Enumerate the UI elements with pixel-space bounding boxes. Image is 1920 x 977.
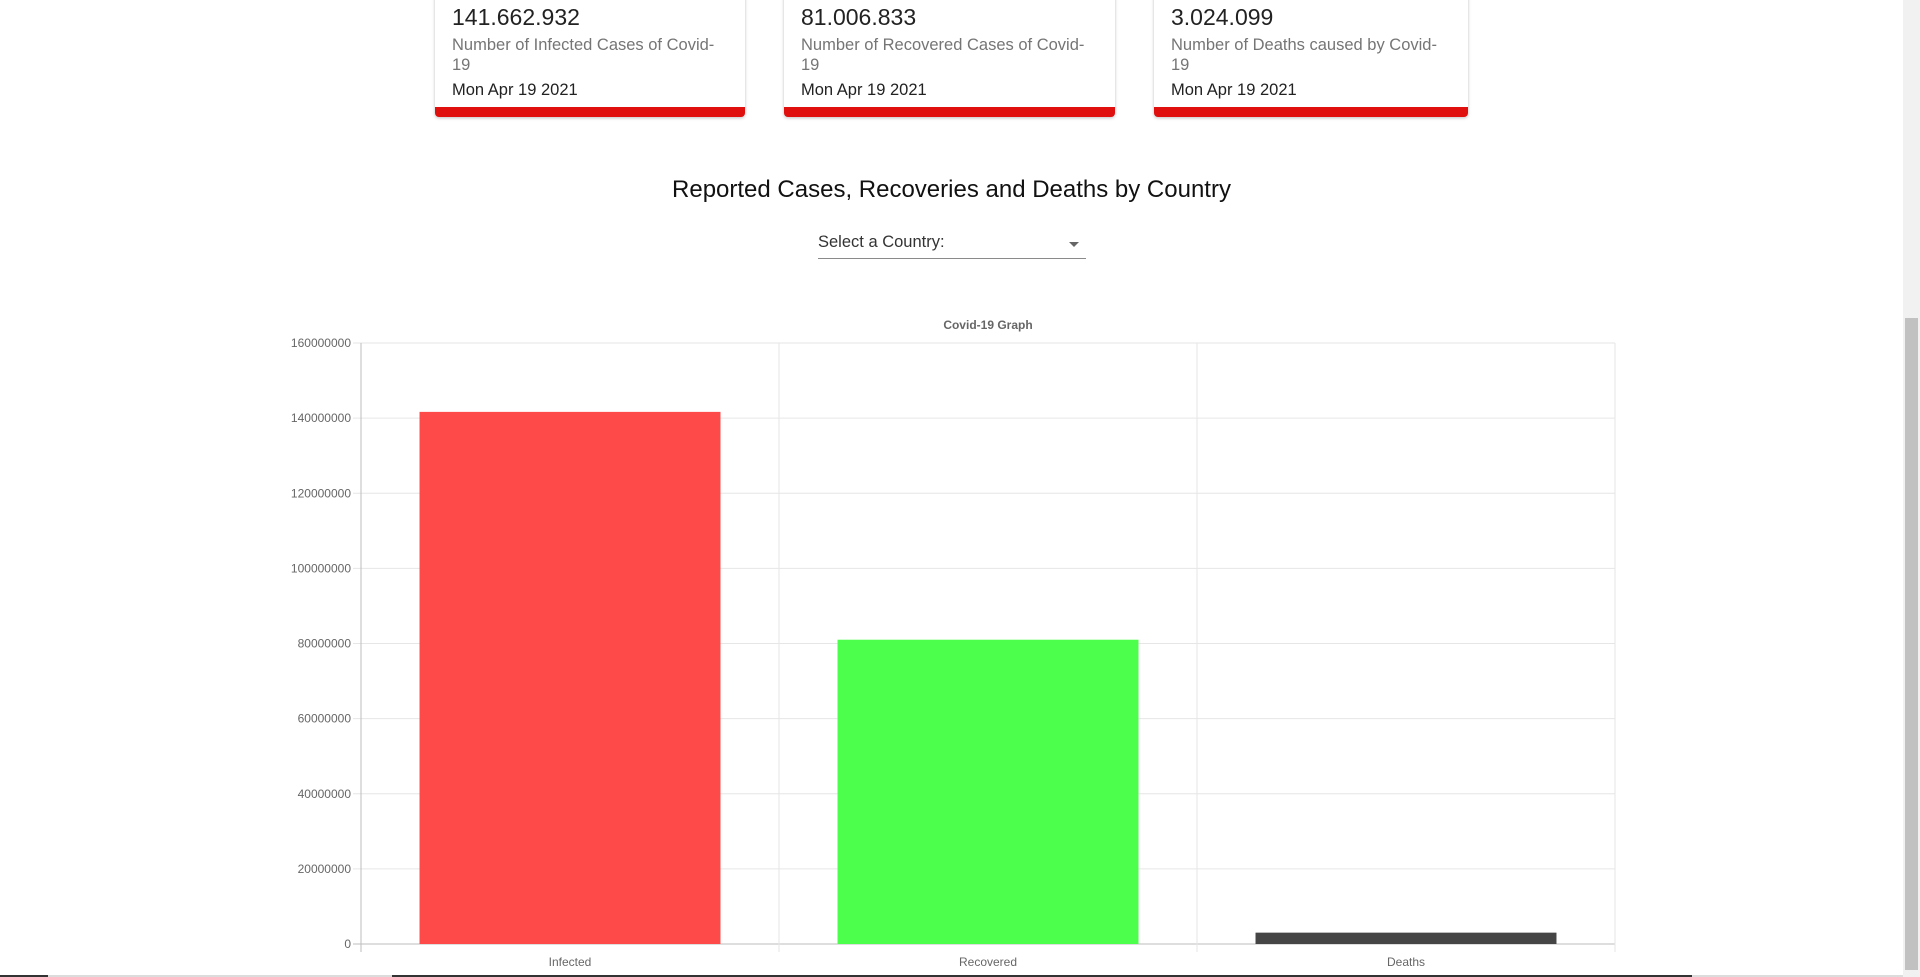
vertical-scrollbar[interactable]	[1903, 0, 1920, 977]
section-title: Reported Cases, Recoveries and Deaths by…	[672, 176, 1231, 203]
bar-deaths	[1255, 932, 1557, 944]
y-tick-label: 140000000	[291, 411, 351, 425]
recovered-description: Number of Recovered Cases of Covid-19	[801, 36, 1085, 74]
recovered-date: Mon Apr 19 2021	[801, 81, 927, 99]
x-tick-label: Infected	[549, 955, 592, 969]
infected-card: 141.662.932 Number of Infected Cases of …	[435, 0, 745, 117]
infected-date: Mon Apr 19 2021	[452, 81, 578, 99]
x-tick-label: Deaths	[1387, 955, 1425, 969]
x-tick-label: Recovered	[959, 955, 1017, 969]
chart-title: Covid-19 Graph	[943, 318, 1032, 332]
infected-description: Number of Infected Cases of Covid-19	[452, 36, 715, 74]
country-select-label: Select a Country:	[818, 233, 945, 251]
y-tick-label: 20000000	[298, 862, 352, 876]
y-tick-label: 160000000	[291, 336, 351, 350]
y-tick-label: 80000000	[298, 637, 352, 651]
chevron-down-icon[interactable]	[1069, 242, 1079, 247]
y-tick-label: 0	[344, 937, 351, 951]
y-tick-label: 100000000	[291, 561, 351, 575]
deaths-count: 3.024.099	[1171, 4, 1274, 30]
deaths-card: 3.024.099 Number of Deaths caused by Cov…	[1154, 0, 1468, 117]
y-tick-label: 120000000	[291, 486, 351, 500]
y-tick-label: 60000000	[298, 712, 352, 726]
deaths-date: Mon Apr 19 2021	[1171, 81, 1297, 99]
bar-recovered	[837, 639, 1139, 944]
deaths-description: Number of Deaths caused by Covid-19	[1171, 36, 1437, 74]
y-tick-label: 40000000	[298, 787, 352, 801]
recovered-count: 81.006.833	[801, 4, 917, 30]
bar-infected	[419, 411, 721, 944]
recovered-card: 81.006.833 Number of Recovered Cases of …	[784, 0, 1115, 117]
country-select[interactable]: Select a Country:	[818, 232, 1086, 259]
infected-count: 141.662.932	[452, 4, 580, 30]
scrollbar-thumb[interactable]	[1905, 318, 1918, 970]
bottom-strip	[0, 975, 1903, 977]
